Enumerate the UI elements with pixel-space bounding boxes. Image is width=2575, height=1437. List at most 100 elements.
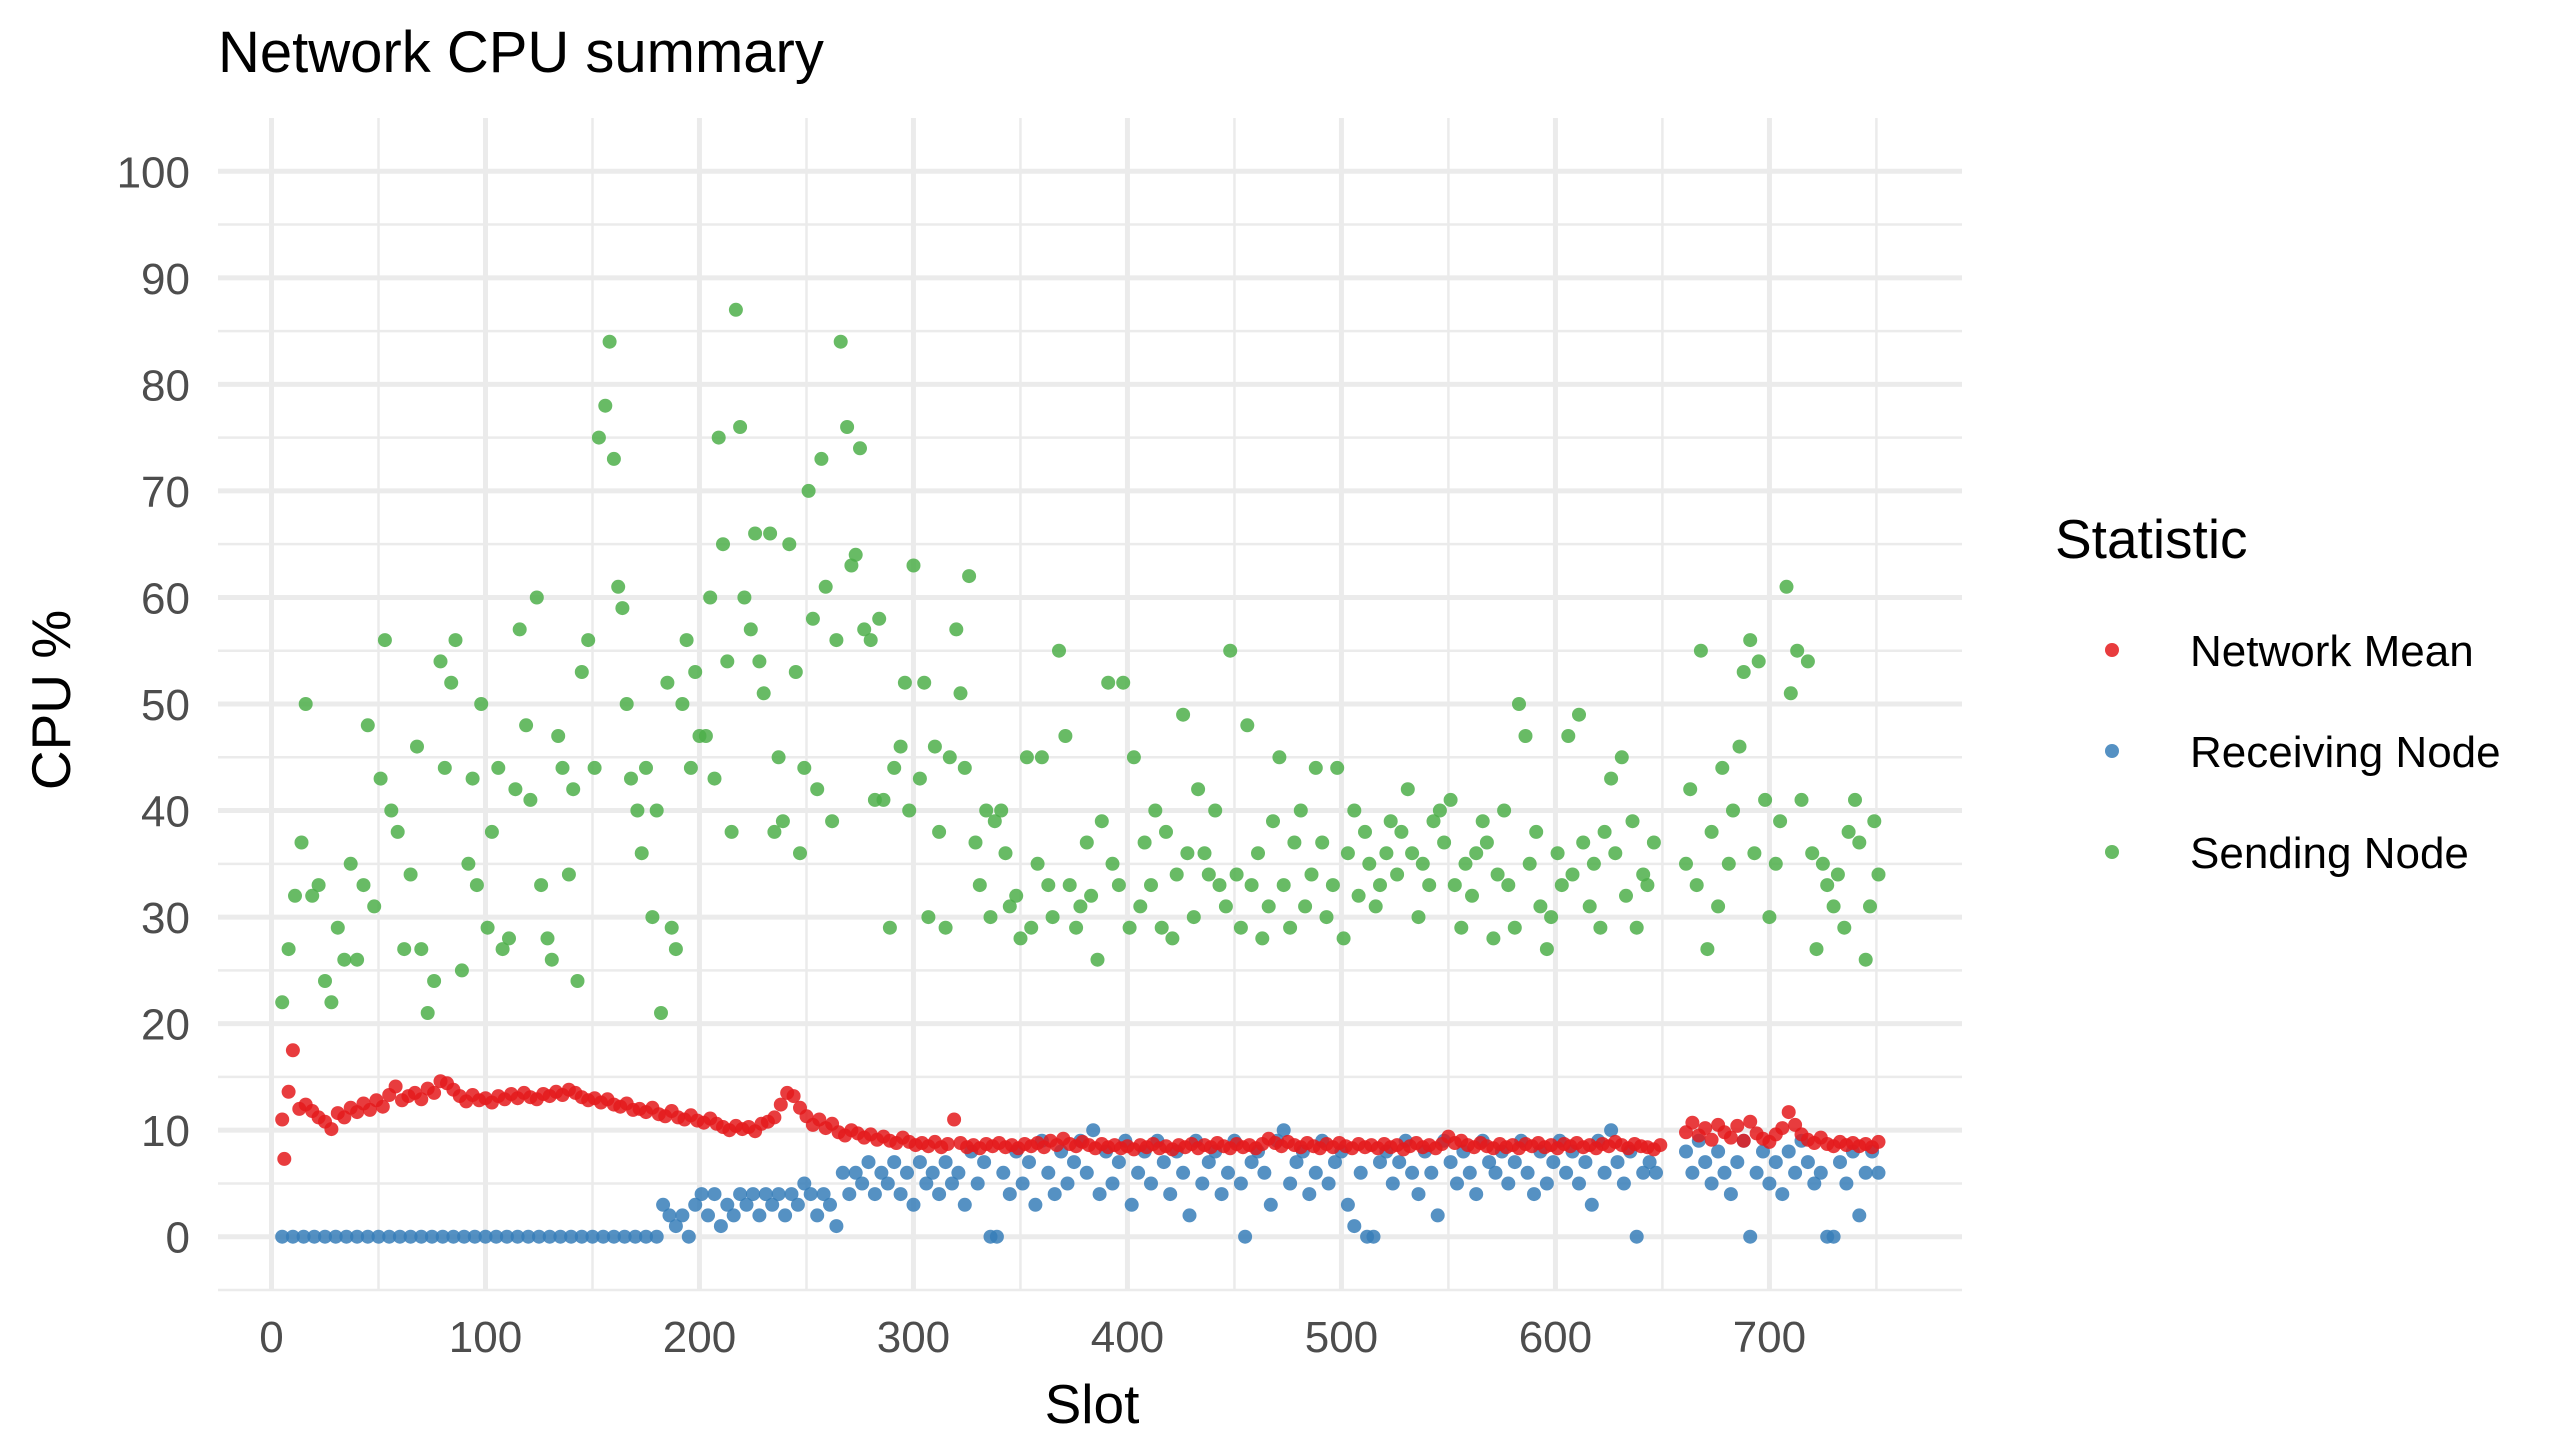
data-point — [1060, 1176, 1075, 1191]
data-point — [1041, 878, 1056, 893]
data-point — [1116, 675, 1131, 690]
data-point — [698, 729, 713, 743]
data-point — [840, 420, 855, 434]
data-point — [1111, 1155, 1126, 1170]
data-point — [318, 974, 332, 988]
data-point — [801, 483, 816, 498]
data-point — [857, 622, 872, 637]
data-point — [1826, 1229, 1841, 1244]
data-point — [1533, 899, 1548, 914]
data-point — [587, 760, 602, 775]
data-point — [882, 920, 897, 935]
data-point — [1584, 1197, 1599, 1212]
data-point — [1308, 760, 1323, 775]
data-point — [775, 814, 790, 829]
data-point — [1287, 835, 1302, 850]
data-point — [867, 1187, 882, 1202]
data-point — [1527, 1187, 1541, 1202]
data-point — [1610, 1155, 1625, 1170]
data-point — [1034, 750, 1049, 765]
data-point — [1229, 867, 1244, 882]
data-point — [1649, 1165, 1663, 1180]
data-point — [1062, 878, 1077, 893]
data-point — [1689, 878, 1704, 893]
data-point — [1400, 782, 1415, 797]
data-point — [324, 995, 339, 1010]
data-point — [1073, 899, 1088, 914]
data-point — [288, 888, 302, 903]
data-point — [1058, 729, 1073, 743]
data-point — [726, 1208, 741, 1223]
data-point — [797, 760, 812, 775]
data-point — [1079, 835, 1094, 850]
data-point — [1319, 910, 1334, 925]
data-point — [797, 1176, 812, 1191]
data-point — [848, 547, 863, 562]
data-point — [275, 995, 290, 1010]
data-point — [829, 1219, 844, 1234]
x-axis-ticks: 0 100 200 300 400 500 600 700 — [259, 1313, 1806, 1362]
data-point — [668, 1219, 683, 1234]
data-point — [1424, 1165, 1439, 1180]
data-point — [281, 942, 296, 957]
data-point — [932, 1187, 947, 1202]
data-point — [733, 420, 748, 434]
data-point — [1679, 1144, 1693, 1159]
data-point — [624, 771, 638, 786]
data-point — [876, 792, 891, 807]
data-point — [277, 1151, 292, 1166]
data-point — [810, 1208, 825, 1223]
data-point — [1079, 1165, 1094, 1180]
data-point — [1308, 1165, 1323, 1180]
data-point — [1698, 1121, 1713, 1136]
data-point — [1238, 1229, 1253, 1244]
data-point — [1482, 1155, 1497, 1170]
data-point — [1717, 1165, 1732, 1180]
data-point — [454, 963, 469, 978]
data-point — [403, 867, 418, 882]
data-point — [649, 1229, 664, 1244]
data-point — [446, 1229, 461, 1244]
data-point — [951, 1165, 966, 1180]
data-point — [739, 1197, 754, 1212]
data-point — [397, 942, 412, 957]
data-point — [1111, 878, 1126, 893]
data-point — [683, 760, 698, 775]
data-point — [938, 920, 953, 935]
data-point — [1578, 1155, 1593, 1170]
data-point — [1385, 1176, 1400, 1191]
data-point — [979, 803, 994, 818]
data-point — [1169, 867, 1184, 882]
data-point — [880, 1176, 895, 1191]
data-point — [296, 1229, 311, 1244]
data-point — [1283, 1176, 1298, 1191]
data-point — [1749, 1165, 1764, 1180]
data-point — [1582, 899, 1597, 914]
data-point — [639, 1229, 653, 1244]
data-point — [1045, 910, 1060, 925]
data-point — [746, 1187, 760, 1202]
data-point — [499, 1229, 514, 1244]
data-point — [630, 803, 645, 818]
data-point — [737, 590, 752, 605]
data-point — [1730, 1155, 1745, 1170]
data-point — [1783, 686, 1798, 701]
data-point — [1030, 856, 1045, 871]
data-point — [311, 878, 326, 893]
data-point — [1084, 888, 1099, 903]
data-point — [1244, 878, 1259, 893]
data-point — [1443, 1155, 1458, 1170]
data-point — [1788, 1165, 1803, 1180]
data-point — [489, 1229, 504, 1244]
data-point — [1454, 920, 1469, 935]
data-point — [414, 1092, 429, 1107]
data-point — [508, 782, 523, 797]
data-point — [675, 697, 690, 711]
data-point — [662, 1208, 677, 1223]
data-point — [1550, 846, 1565, 861]
data-point — [1218, 899, 1233, 914]
data-point — [1501, 878, 1516, 893]
data-point — [1736, 665, 1751, 679]
data-point — [1052, 643, 1066, 658]
data-point — [1685, 1165, 1700, 1180]
